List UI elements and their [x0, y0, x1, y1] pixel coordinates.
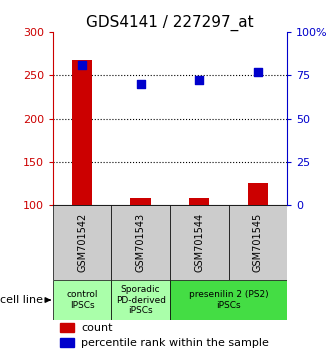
FancyBboxPatch shape — [228, 205, 287, 280]
Text: count: count — [81, 323, 113, 333]
FancyBboxPatch shape — [112, 205, 170, 280]
Title: GDS4141 / 227297_at: GDS4141 / 227297_at — [86, 14, 254, 30]
FancyBboxPatch shape — [53, 205, 112, 280]
Text: percentile rank within the sample: percentile rank within the sample — [81, 338, 269, 348]
Text: presenilin 2 (PS2)
iPSCs: presenilin 2 (PS2) iPSCs — [189, 290, 268, 310]
Text: Sporadic
PD-derived
iPSCs: Sporadic PD-derived iPSCs — [115, 285, 166, 315]
Text: GSM701545: GSM701545 — [253, 213, 263, 272]
Point — [255, 69, 260, 75]
Text: GSM701544: GSM701544 — [194, 213, 204, 272]
Bar — [60, 338, 74, 348]
Bar — [130, 198, 151, 205]
Text: GSM701543: GSM701543 — [136, 213, 146, 272]
FancyBboxPatch shape — [170, 280, 287, 320]
Point — [80, 62, 85, 68]
Text: GSM701542: GSM701542 — [77, 213, 87, 272]
Point — [138, 81, 143, 87]
FancyBboxPatch shape — [53, 280, 112, 320]
Text: control
IPSCs: control IPSCs — [66, 290, 98, 310]
Bar — [72, 61, 92, 205]
FancyBboxPatch shape — [112, 280, 170, 320]
Text: cell line: cell line — [0, 295, 43, 305]
FancyBboxPatch shape — [170, 205, 228, 280]
Bar — [189, 198, 210, 205]
Point — [197, 78, 202, 83]
Bar — [248, 183, 268, 205]
Bar — [60, 324, 74, 332]
